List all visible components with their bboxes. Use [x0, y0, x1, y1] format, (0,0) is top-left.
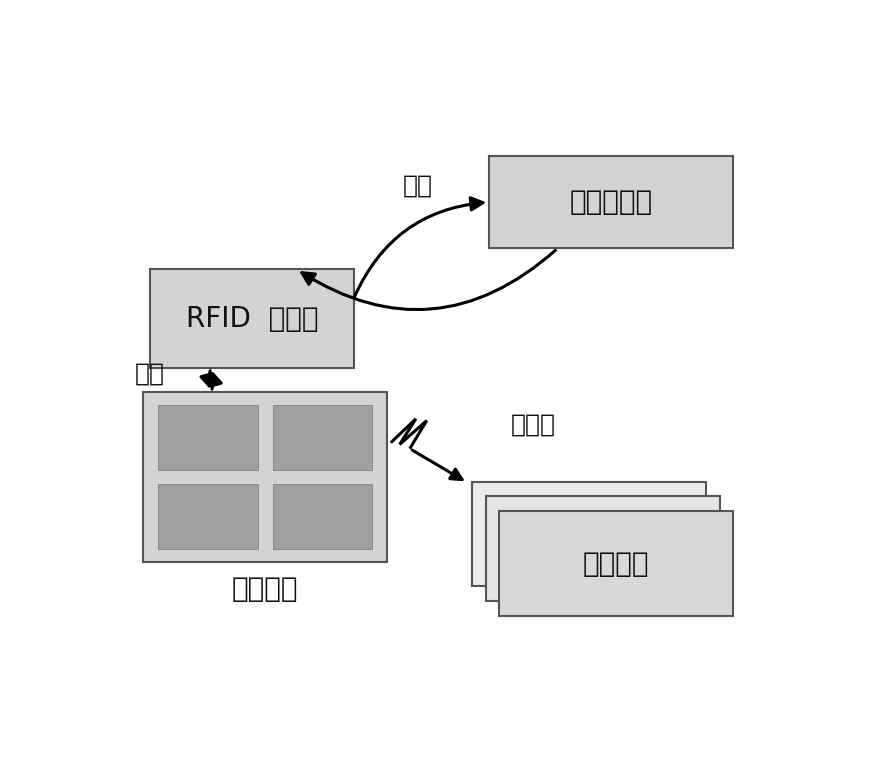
Text: RFID  读写器: RFID 读写器 [186, 305, 318, 333]
Bar [500, 511, 733, 616]
Text: 后台服务器: 后台服务器 [570, 188, 653, 217]
Text: 阵列天线: 阵列天线 [232, 575, 298, 603]
Bar [144, 392, 388, 562]
Bar [473, 481, 706, 586]
Bar [150, 269, 354, 368]
Text: 电磁波: 电磁波 [511, 413, 556, 437]
Bar [158, 483, 258, 549]
Bar [273, 483, 373, 549]
Text: 无源标签: 无源标签 [583, 549, 649, 577]
Text: 网络: 网络 [402, 174, 433, 198]
Bar [489, 156, 733, 248]
Bar [273, 405, 373, 470]
Text: 馈线: 馈线 [135, 362, 165, 386]
Bar [486, 497, 719, 601]
Bar [158, 405, 258, 470]
